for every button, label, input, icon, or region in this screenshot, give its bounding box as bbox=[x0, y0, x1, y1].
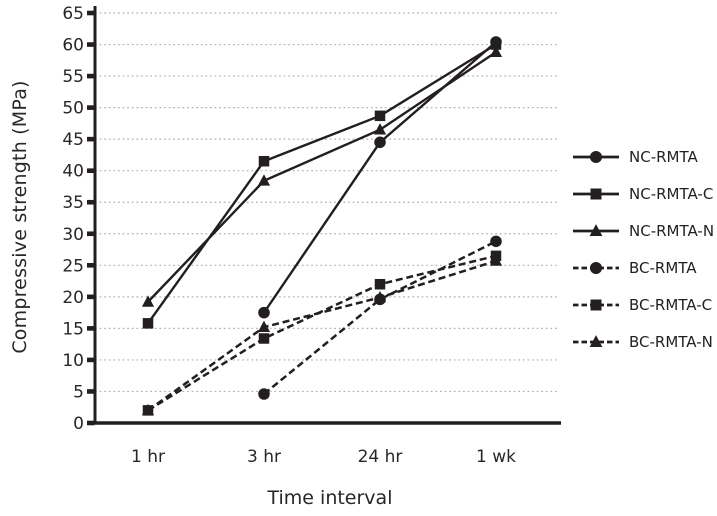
y-tick-label: 40 bbox=[62, 162, 84, 182]
square-marker bbox=[590, 188, 602, 200]
y-tick-label: 20 bbox=[62, 288, 84, 308]
legend-item-BC-RMTA: BC-RMTA bbox=[572, 259, 714, 277]
legend-swatch bbox=[573, 224, 619, 237]
series-line bbox=[263, 240, 497, 395]
triangle-marker bbox=[489, 254, 503, 266]
y-tick-mark bbox=[87, 168, 95, 173]
y-tick-label: 25 bbox=[62, 256, 84, 276]
y-tick-mark bbox=[87, 263, 95, 268]
y-tick-mark bbox=[87, 389, 95, 394]
square-marker bbox=[258, 333, 270, 344]
series-line bbox=[147, 254, 497, 412]
triangle-marker bbox=[257, 174, 271, 186]
legend-label: BC-RMTA-C bbox=[629, 296, 713, 314]
y-tick-mark bbox=[87, 420, 95, 426]
y-tick-mark bbox=[87, 231, 95, 237]
series-line bbox=[147, 259, 497, 412]
y-tick-label: 30 bbox=[62, 225, 84, 245]
x-category-label: 3 hr bbox=[247, 447, 281, 467]
circle-marker bbox=[374, 136, 386, 149]
legend-label: NC-RMTA bbox=[629, 148, 698, 166]
legend-label: BC-RMTA bbox=[629, 259, 697, 277]
y-tick-label: 10 bbox=[62, 351, 84, 371]
square-marker bbox=[374, 278, 386, 290]
circle-marker bbox=[589, 150, 603, 164]
series-BC-RMTA bbox=[258, 235, 502, 400]
legend-label: NC-RMTA-C bbox=[629, 185, 714, 203]
triangle-marker bbox=[373, 123, 387, 135]
y-tick-mark bbox=[87, 10, 95, 16]
x-category-label: 24 hr bbox=[358, 447, 403, 467]
x-axis-labels: 1 hr 3 hr 24 hr 1 wk bbox=[131, 447, 516, 467]
triangle-marker bbox=[257, 320, 271, 332]
square-marker bbox=[590, 299, 602, 311]
legend-swatch bbox=[573, 188, 619, 200]
square-marker bbox=[374, 110, 386, 122]
legend-swatch bbox=[573, 261, 619, 275]
series-NC-RMTA-N bbox=[141, 45, 503, 307]
gridlines bbox=[95, 12, 559, 393]
legend-item-NC-RMTA: NC-RMTA bbox=[572, 148, 714, 166]
y-tick-mark bbox=[87, 294, 95, 300]
square-marker bbox=[258, 155, 270, 167]
square-marker bbox=[490, 39, 502, 50]
y-tick-mark bbox=[87, 42, 95, 47]
triangle-marker bbox=[589, 335, 603, 348]
legend-swatch bbox=[573, 150, 619, 164]
series-NC-RMTA bbox=[258, 36, 502, 319]
series-BC-RMTA-N bbox=[141, 254, 503, 416]
legend-item-BC-RMTA-N: BC-RMTA-N bbox=[572, 333, 714, 351]
series-line bbox=[147, 51, 497, 303]
square-marker bbox=[142, 318, 154, 329]
circle-marker bbox=[258, 306, 270, 319]
x-category-label: 1 hr bbox=[131, 447, 165, 467]
y-tick-label: 5 bbox=[73, 382, 84, 402]
circle-marker bbox=[490, 235, 502, 248]
triangle-marker bbox=[373, 290, 387, 303]
y-tick-label: 45 bbox=[62, 130, 84, 150]
y-tick-label: 50 bbox=[62, 99, 84, 119]
y-tick-label: 55 bbox=[62, 67, 84, 87]
y-tick-mark bbox=[87, 105, 95, 110]
y-tick-label: 35 bbox=[62, 193, 84, 213]
legend-swatch bbox=[573, 299, 619, 311]
legend-item-BC-RMTA-C: BC-RMTA-C bbox=[572, 296, 714, 314]
triangle-marker bbox=[489, 45, 503, 57]
y-tick-mark bbox=[87, 73, 95, 79]
legend-swatch bbox=[573, 335, 619, 348]
legend-item-NC-RMTA-C: NC-RMTA-C bbox=[572, 185, 714, 203]
legend-label: NC-RMTA-N bbox=[629, 222, 715, 240]
y-tick-mark bbox=[87, 357, 95, 363]
y-tick-mark bbox=[87, 199, 95, 205]
legend-item-NC-RMTA-N: NC-RMTA-N bbox=[572, 222, 715, 240]
legend: NC-RMTA NC-RMTA-C NC-RMTA-N BC-RMTA BC-RMTA-… bbox=[572, 148, 715, 351]
y-tick-mark bbox=[87, 136, 95, 142]
y-tick-label: 60 bbox=[62, 36, 84, 56]
triangle-marker bbox=[141, 403, 155, 416]
y-tick-label: 65 bbox=[62, 4, 84, 24]
legend-label: BC-RMTA-N bbox=[629, 333, 713, 351]
y-tick-mark bbox=[87, 326, 95, 331]
y-axis-title: Compressive strength (MPa) bbox=[9, 80, 31, 354]
x-axis-title: Time interval bbox=[267, 487, 393, 509]
circle-marker bbox=[589, 261, 603, 275]
x-category-label: 1 wk bbox=[476, 447, 516, 467]
y-tick-label: 15 bbox=[62, 319, 84, 339]
triangle-marker bbox=[141, 295, 155, 307]
y-tick-label: 0 bbox=[73, 414, 84, 434]
circle-marker bbox=[258, 388, 270, 400]
y-axis-ticks: 0 5 10 15 20 25 30 35 40 45 50 55 60 65 bbox=[62, 4, 95, 434]
triangle-marker bbox=[589, 224, 603, 237]
